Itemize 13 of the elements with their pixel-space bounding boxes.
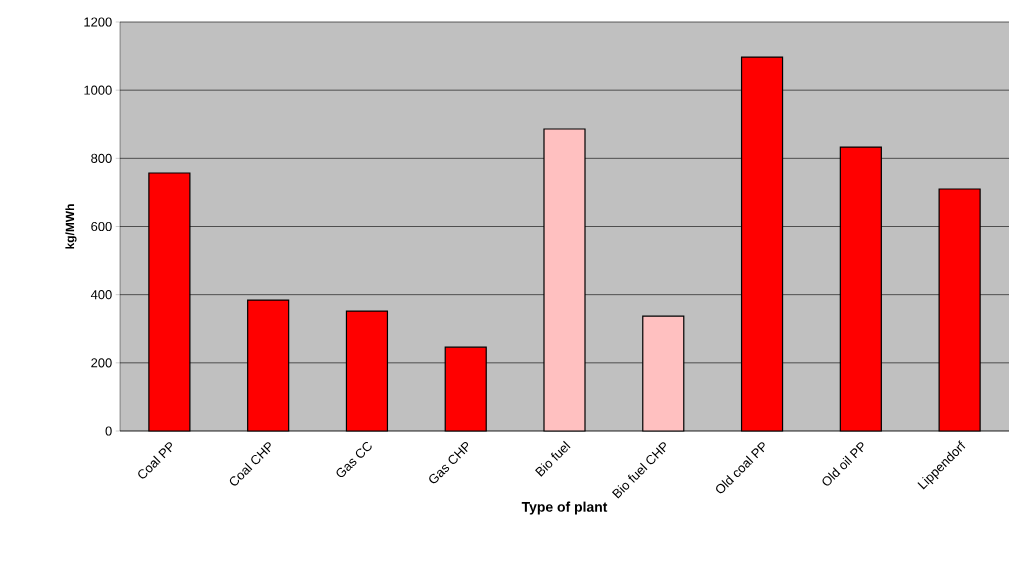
x-tick-label: Old oil PP [822, 442, 864, 486]
y-tick-label: 0 [105, 426, 112, 436]
y-axis-title: kg/MWh [65, 204, 77, 249]
x-tick-label: Gas CC [336, 441, 372, 478]
y-tick-label: 200 [91, 358, 112, 368]
y-tick-label: 600 [91, 221, 112, 232]
x-axis-title: Type of plant [521, 501, 608, 515]
y-tick-label: 400 [90, 290, 112, 300]
x-tick-label: Bio fuel [535, 440, 571, 477]
y-tick-label: 1200 [84, 17, 112, 27]
y-tick-label: 1000 [84, 85, 112, 95]
x-tick-label: Gas CHP [429, 441, 469, 484]
y-tick-label: 800 [91, 153, 112, 163]
